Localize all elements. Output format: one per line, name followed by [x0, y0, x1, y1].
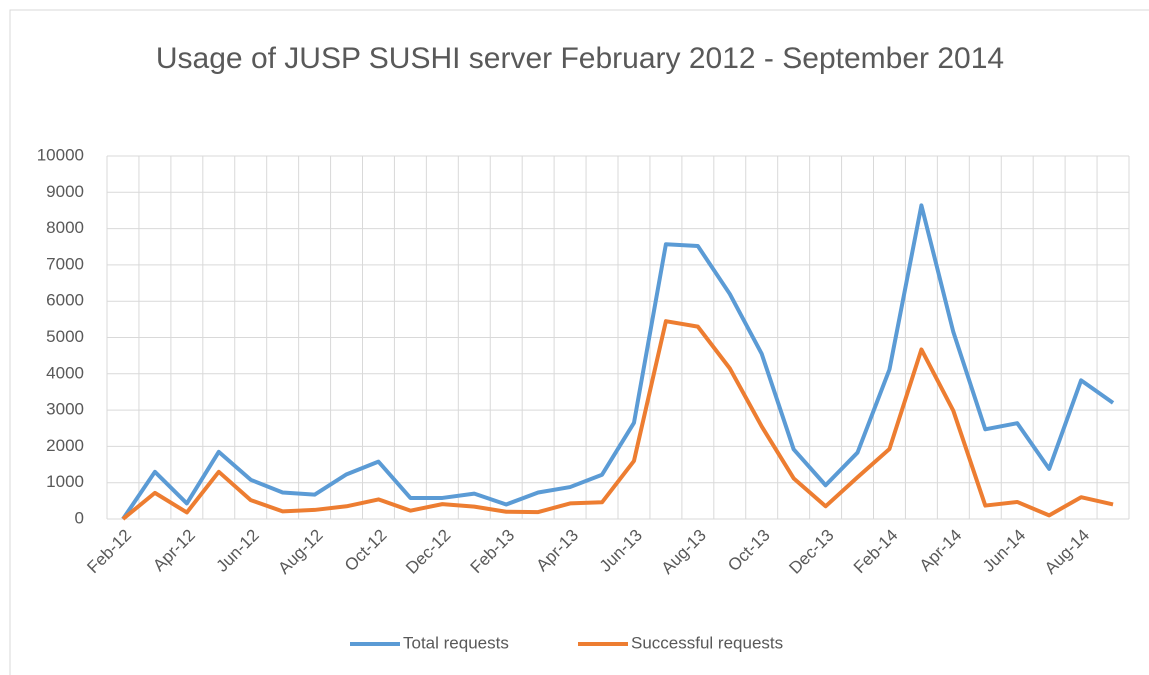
x-tick-label: Jun-14	[979, 526, 1029, 576]
legend-label: Successful requests	[631, 633, 783, 652]
x-tick-label: Aug-13	[658, 526, 710, 578]
x-tick-label: Aug-14	[1041, 526, 1093, 578]
x-tick-label: Apr-14	[916, 526, 966, 576]
y-tick-label: 4000	[46, 363, 84, 382]
y-tick-label: 1000	[46, 472, 84, 491]
x-tick-label: Feb-13	[467, 526, 519, 578]
y-tick-label: 5000	[46, 327, 84, 346]
x-tick-label: Dec-12	[402, 526, 454, 578]
x-tick-label: Jun-13	[596, 526, 646, 576]
legend-label: Total requests	[403, 633, 509, 652]
y-tick-label: 7000	[46, 254, 84, 273]
series-line	[121, 203, 1115, 521]
chart-border	[9, 9, 1149, 675]
series-line	[121, 319, 1114, 521]
y-tick-label: 10000	[37, 145, 84, 164]
y-tick-label: 2000	[46, 436, 84, 455]
x-tick-label: Oct-13	[724, 526, 774, 576]
y-tick-label: 3000	[46, 400, 84, 419]
x-tick-label: Aug-12	[274, 526, 326, 578]
x-tick-label: Jun-12	[213, 526, 263, 576]
x-tick-label: Feb-12	[83, 526, 135, 578]
chart-title: Usage of JUSP SUSHI server February 2012…	[155, 42, 1005, 75]
y-tick-label: 0	[75, 508, 84, 527]
x-tick-label: Dec-13	[785, 526, 837, 578]
y-tick-label: 8000	[46, 218, 84, 237]
x-tick-label: Feb-14	[850, 526, 902, 578]
y-tick-label: 9000	[46, 182, 84, 201]
x-tick-label: Apr-12	[149, 526, 199, 576]
x-tick-label: Oct-12	[341, 526, 391, 576]
x-tick-label: Apr-13	[533, 526, 583, 576]
y-tick-label: 6000	[46, 291, 84, 310]
